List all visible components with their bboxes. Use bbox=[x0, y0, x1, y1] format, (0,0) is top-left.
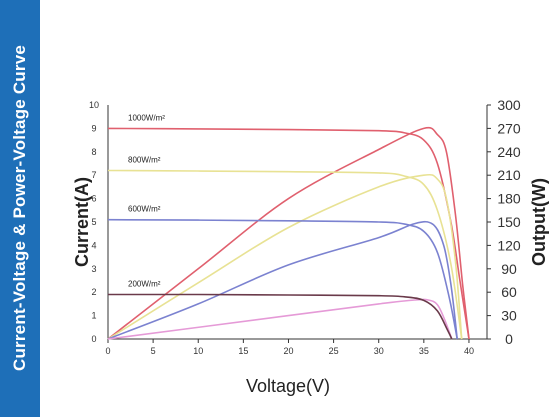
y-left-tick-label: 3 bbox=[91, 264, 96, 274]
pv-curve-1000wm bbox=[107, 126, 470, 340]
y-right-tick-label: 90 bbox=[501, 261, 517, 277]
y-right-tick-label: 120 bbox=[497, 237, 521, 253]
x-tick-label: 5 bbox=[151, 346, 156, 356]
iv-curve-200wm bbox=[108, 293, 453, 340]
y-right-tick-label: 60 bbox=[501, 284, 517, 300]
side-banner: Current-Voltage & Power-Voltage Curve bbox=[0, 0, 40, 417]
pv-curve-800wm bbox=[107, 173, 463, 340]
x-tick-label: 25 bbox=[329, 346, 339, 356]
y-left-tick-label: 9 bbox=[91, 123, 96, 133]
y-left-tick-label: 1 bbox=[91, 311, 96, 321]
iv-curve-1000wm bbox=[107, 127, 470, 340]
series-label-600wm: 600W/m² bbox=[128, 205, 161, 214]
x-tick-label: 20 bbox=[283, 346, 293, 356]
x-tick-label: 35 bbox=[419, 346, 429, 356]
chart-curves bbox=[107, 126, 470, 340]
x-tick-label: 15 bbox=[238, 346, 248, 356]
y-left-tick-label: 6 bbox=[91, 194, 96, 204]
pv-curve-200wm bbox=[107, 298, 453, 340]
y-right-tick-label: 300 bbox=[497, 97, 521, 113]
y-left-tick-label: 10 bbox=[89, 100, 99, 110]
series-label-200wm: 200W/m² bbox=[128, 280, 161, 289]
y-left-tick-label: 5 bbox=[91, 217, 96, 227]
y-right-tick-label: 180 bbox=[497, 191, 521, 207]
series-label-800wm: 800W/m² bbox=[128, 156, 161, 165]
chart-labels: 1000W/m² 800W/m² 600W/m² 200W/m² bbox=[128, 113, 165, 288]
y-right-tick-label: 270 bbox=[497, 120, 521, 136]
y-axis-right-label: Output(W) bbox=[529, 178, 549, 266]
x-tick-label: 10 bbox=[193, 346, 203, 356]
y-right-tick-label: 210 bbox=[497, 167, 521, 183]
y-axis-left-label: Current(A) bbox=[72, 177, 92, 267]
series-label-1000wm: 1000W/m² bbox=[128, 113, 165, 122]
y-left-tick-label: 4 bbox=[91, 240, 96, 250]
x-tick-label: 40 bbox=[464, 346, 474, 356]
y-right-tick-label: 150 bbox=[497, 214, 521, 230]
pv-curve-600wm bbox=[107, 220, 458, 340]
iv-curve-800wm bbox=[107, 169, 463, 340]
y-right-tick-label: 240 bbox=[497, 144, 521, 160]
chart-axes: 0 5 10 15 20 25 30 35 40 0 1 2 3 4 5 6 7 8 9 10 0 30 60 90 120 15… bbox=[89, 97, 521, 356]
iv-curve-600wm bbox=[107, 218, 458, 340]
y-left-tick-label: 2 bbox=[91, 287, 96, 297]
y-left-tick-label: 7 bbox=[91, 170, 96, 180]
x-axis-label: Voltage(V) bbox=[246, 376, 330, 396]
x-tick-label: 0 bbox=[105, 346, 110, 356]
y-left-tick-label: 8 bbox=[91, 147, 96, 157]
x-tick-label: 30 bbox=[374, 346, 384, 356]
y-right-tick-label: 0 bbox=[505, 331, 513, 347]
y-right-tick-label: 30 bbox=[501, 308, 517, 324]
y-left-tick-label: 0 bbox=[91, 334, 96, 344]
